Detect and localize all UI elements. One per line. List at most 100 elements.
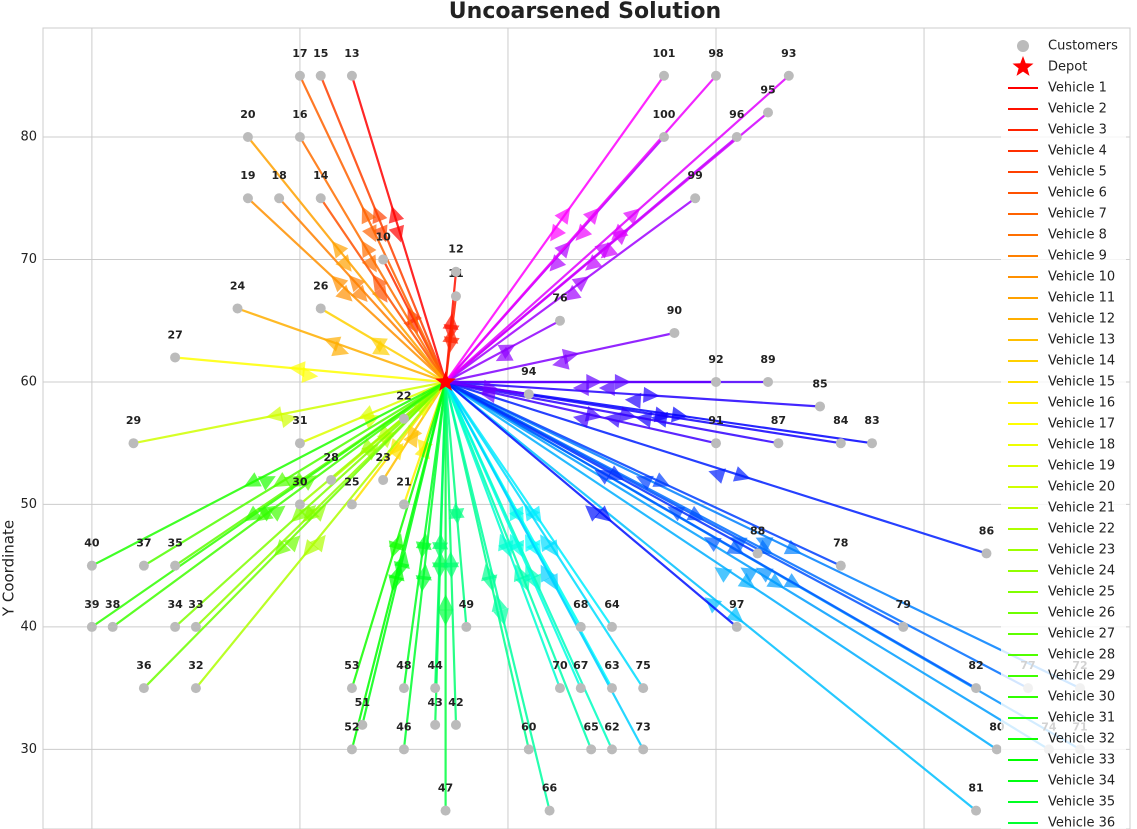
route-arrow — [726, 606, 744, 623]
route-arrow — [491, 594, 508, 612]
customer-label: 84 — [833, 414, 849, 427]
customer-point — [242, 193, 253, 204]
customer-point — [346, 70, 357, 81]
legend-label: Vehicle 35 — [1048, 795, 1115, 810]
customer-label: 78 — [833, 537, 848, 550]
route-arrow — [653, 406, 671, 423]
legend-label: Vehicle 21 — [1048, 501, 1115, 516]
route-arrow — [737, 572, 756, 589]
customer-point — [378, 254, 389, 265]
customer-label: 75 — [636, 659, 651, 672]
route-arrow — [361, 254, 377, 273]
route-arrow — [273, 539, 291, 557]
customer-label: 87 — [771, 414, 786, 427]
customer-label: 65 — [584, 720, 599, 733]
customer-label: 16 — [292, 108, 308, 121]
customer-point — [981, 548, 992, 559]
customer-label: 82 — [968, 659, 983, 672]
customer-point — [378, 474, 389, 485]
customer-label: 91 — [708, 414, 723, 427]
customer-label: 39 — [84, 598, 99, 611]
legend-label: Vehicle 25 — [1048, 585, 1115, 600]
customer-label: 89 — [760, 353, 775, 366]
route-arrow — [388, 533, 405, 552]
customer-label: 64 — [604, 598, 620, 611]
route-arrow — [301, 367, 319, 383]
customer-label: 83 — [864, 414, 879, 427]
customer-label: 76 — [552, 292, 568, 305]
route-arrow — [388, 224, 405, 243]
customer-point — [658, 132, 669, 143]
customer-point — [971, 805, 982, 816]
customer-label: 14 — [313, 169, 329, 182]
route-arrow — [755, 567, 774, 583]
route-arrow — [594, 469, 613, 485]
customer-point — [523, 744, 534, 755]
customer-point — [430, 683, 441, 694]
customer-label: 35 — [167, 537, 182, 550]
route-arrow — [495, 346, 514, 362]
legend-label: Vehicle 16 — [1048, 396, 1115, 411]
route-arrow — [606, 465, 625, 481]
legend-label: Vehicle 10 — [1048, 270, 1115, 285]
legend-label: Vehicle 31 — [1048, 711, 1115, 726]
route-arrow — [448, 502, 465, 520]
legend-label: Vehicle 30 — [1048, 690, 1115, 705]
customer-label: 70 — [552, 659, 568, 672]
customer-point — [731, 132, 742, 143]
customer-label: 21 — [396, 475, 411, 488]
customer-label: 46 — [396, 720, 412, 733]
legend-label: Vehicle 4 — [1048, 144, 1107, 159]
customer-point — [554, 683, 565, 694]
customer-label: 93 — [781, 47, 796, 60]
legend-marker — [1012, 56, 1034, 76]
route-arrow — [598, 380, 615, 396]
customer-label: 68 — [573, 598, 588, 611]
y-tick-label: 80 — [20, 130, 37, 145]
customer-label: 80 — [989, 720, 1005, 733]
route-arrow — [362, 224, 377, 243]
customer-label: 27 — [167, 328, 182, 341]
customer-point — [461, 621, 472, 632]
route-arrow — [415, 533, 432, 551]
customer-label: 52 — [344, 720, 359, 733]
customer-point — [606, 621, 617, 632]
depot-point — [435, 371, 456, 391]
route-arrow — [432, 533, 449, 550]
customer-point — [170, 352, 181, 363]
customer-point — [294, 70, 305, 81]
route-arrow — [443, 336, 460, 354]
route-arrow — [703, 537, 722, 553]
customer-point — [835, 438, 846, 449]
route-arrow — [540, 564, 556, 583]
customer-label: 100 — [653, 108, 676, 121]
customer-point — [294, 438, 305, 449]
customer-point — [450, 266, 461, 277]
customer-point — [971, 683, 982, 694]
customer-point — [523, 389, 534, 400]
route-arrow — [280, 412, 298, 428]
route-arrow — [704, 597, 723, 614]
customer-label: 67 — [573, 659, 588, 672]
route-arrow — [272, 472, 291, 488]
customer-point — [357, 719, 368, 730]
customer-label: 53 — [344, 659, 359, 672]
customer-point — [346, 683, 357, 694]
customer-label: 48 — [396, 659, 411, 672]
customer-point — [711, 376, 722, 387]
route-arrow — [635, 411, 653, 428]
route-arrow — [372, 340, 390, 356]
route-arrow — [350, 284, 368, 303]
route-arrow — [652, 472, 671, 487]
y-axis-label: Y Coordinate — [0, 520, 18, 617]
customer-point — [554, 315, 565, 326]
customer-point — [274, 193, 285, 204]
route-arrow — [437, 609, 454, 626]
legend-label: Vehicle 34 — [1048, 774, 1115, 789]
customer-point — [638, 744, 649, 755]
y-tick-label: 50 — [20, 497, 37, 512]
y-tick-label: 60 — [20, 374, 37, 389]
customer-label: 98 — [708, 47, 723, 60]
legend-label: Customers — [1048, 39, 1118, 54]
legend-label: Vehicle 13 — [1048, 333, 1115, 348]
